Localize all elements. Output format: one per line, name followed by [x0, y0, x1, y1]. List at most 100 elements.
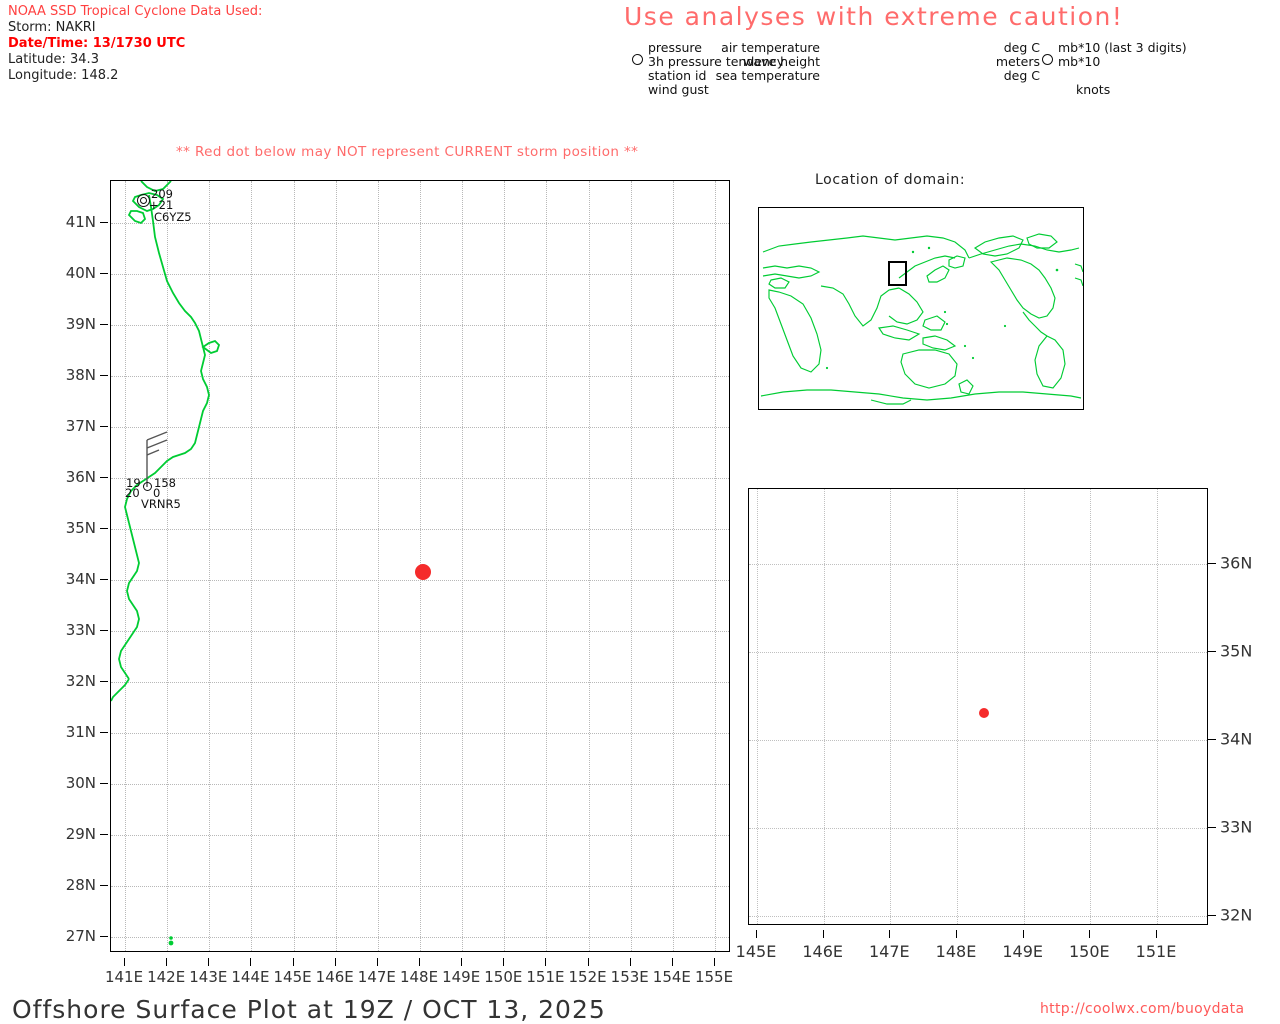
legend-circle-icon-right: [1042, 54, 1053, 65]
y-axis-label: 31N: [65, 723, 96, 741]
y-axis-label: 39N: [65, 315, 96, 333]
y-axis-tick: [1208, 651, 1216, 652]
y-axis-label: 36N: [1220, 553, 1253, 573]
y-axis-tick: [1208, 739, 1216, 740]
legend-label-wave-height: wave height: [743, 54, 820, 69]
x-axis-tick: [208, 958, 210, 966]
storm-datetime-label: Date/Time: 13/1730 UTC: [8, 36, 186, 51]
legend-unit-knots: knots: [1076, 82, 1111, 97]
x-axis-label: 141E: [104, 968, 144, 986]
x-axis-label: 147E: [357, 968, 396, 986]
grid-line-vertical: [1090, 489, 1092, 924]
legend-unit-deg-c-sea: deg C: [1003, 68, 1040, 83]
legend-label-pressure: pressure: [648, 40, 702, 55]
grid-line-horizontal: [111, 937, 729, 938]
grid-line-horizontal: [111, 631, 729, 632]
grid-line-vertical: [588, 181, 590, 951]
y-axis-label: 32N: [1220, 905, 1253, 925]
x-axis-tick: [292, 958, 294, 966]
grid-line-horizontal: [111, 376, 729, 377]
noaa-source-line: NOAA SSD Tropical Cyclone Data Used:: [8, 4, 263, 19]
y-axis-tick: [100, 477, 108, 478]
grid-line-vertical: [377, 181, 379, 951]
x-axis-label: 145E: [273, 968, 312, 986]
zoom-map-y-axis: 36N 35N 34N 33N 32N: [1208, 488, 1278, 925]
legend-label-wind-gust: wind gust: [648, 82, 709, 97]
grid-line-horizontal: [111, 886, 729, 887]
grid-line-vertical: [630, 181, 632, 951]
y-axis-label: 27N: [65, 927, 96, 945]
y-axis-label: 28N: [65, 876, 96, 894]
y-axis-label: 29N: [65, 825, 96, 843]
grid-line-horizontal: [749, 564, 1207, 565]
y-axis-label: 30N: [65, 774, 96, 792]
grid-line-vertical: [125, 181, 126, 951]
grid-line-vertical: [546, 181, 548, 951]
grid-line-vertical: [823, 489, 825, 924]
zoomed-storm-map[interactable]: [748, 488, 1208, 925]
y-axis-label: 34N: [1220, 729, 1253, 749]
storm-latitude-label: Latitude: 34.3: [8, 52, 99, 67]
y-axis-tick: [100, 579, 108, 580]
station-outer-ring-icon: [137, 194, 150, 207]
x-axis-tick: [629, 958, 631, 966]
legend-unit-mb10-last3: mb*10 (last 3 digits): [1058, 40, 1187, 55]
grid-line-horizontal: [111, 835, 729, 836]
x-axis-label: 152E: [568, 968, 607, 986]
y-axis-tick: [100, 630, 108, 631]
domain-inset-title: Location of domain:: [815, 172, 966, 188]
x-axis-label: 148E: [399, 968, 439, 986]
grid-line-vertical: [335, 181, 337, 951]
x-axis-tick: [503, 958, 505, 966]
y-axis-tick: [100, 681, 108, 682]
y-axis-label: 32N: [65, 672, 96, 690]
x-axis-tick: [587, 958, 589, 966]
grid-line-horizontal: [111, 733, 729, 734]
y-axis-tick: [100, 885, 108, 886]
y-axis-tick: [100, 324, 108, 325]
y-axis-tick: [100, 783, 108, 784]
storm-position-dot[interactable]: [415, 564, 431, 580]
main-map-y-axis: 41N 40N 39N 38N 37N 36N 35N 34N 33N 32N 31N 30N 29N 2…: [40, 180, 108, 952]
x-axis-tick: [166, 958, 168, 966]
y-axis-label: 35N: [65, 519, 96, 537]
x-axis-tick: [545, 958, 547, 966]
grid-line-vertical: [462, 181, 464, 951]
x-axis-tick: [756, 930, 757, 938]
station-tendency-value-2: 0: [153, 486, 161, 500]
x-axis-tick: [714, 958, 715, 966]
red-dot-notice: ** Red dot below may NOT represent CURRE…: [176, 144, 639, 160]
x-axis-label: 155E: [694, 968, 734, 986]
grid-line-vertical: [672, 181, 674, 951]
x-axis-tick: [889, 930, 891, 938]
x-axis-tick: [1156, 930, 1157, 938]
legend-unit-deg-c-air: deg C: [1003, 40, 1040, 55]
x-axis-label: 149E: [1002, 942, 1043, 961]
x-axis-label: 143E: [189, 968, 228, 986]
y-axis-label: 37N: [65, 417, 96, 435]
grid-line-horizontal: [111, 325, 729, 326]
y-axis-label: 40N: [65, 264, 96, 282]
grid-line-vertical: [167, 181, 169, 951]
legend-left-labels: air temperature wave height sea temperat…: [520, 41, 820, 97]
storm-name-label: Storm: NAKRI: [8, 20, 96, 35]
y-axis-label: 35N: [1220, 641, 1253, 661]
station-pressure-value: 209: [151, 187, 173, 201]
grid-line-horizontal: [111, 682, 729, 683]
grid-line-horizontal: [749, 652, 1207, 653]
y-axis-tick: [100, 732, 108, 733]
footer-source-url[interactable]: http://coolwx.com/buoydata: [1040, 1001, 1245, 1017]
grid-line-vertical: [890, 489, 892, 924]
x-axis-label: 151E: [1135, 942, 1177, 961]
zoom-storm-position-dot[interactable]: [979, 708, 989, 718]
x-axis-tick: [822, 930, 824, 938]
y-axis-label: 38N: [65, 366, 96, 384]
station-ring-icon: [143, 482, 152, 491]
domain-extent-rectangle: [888, 261, 907, 286]
main-offshore-map[interactable]: 209 +21 C6YZ5 19 20 158 0 VRNR5: [110, 180, 730, 952]
x-axis-label: 142E: [147, 968, 186, 986]
y-axis-tick: [1208, 563, 1216, 564]
x-axis-label: 147E: [869, 942, 910, 961]
y-axis-label: 34N: [65, 570, 96, 588]
x-axis-tick: [250, 958, 252, 966]
